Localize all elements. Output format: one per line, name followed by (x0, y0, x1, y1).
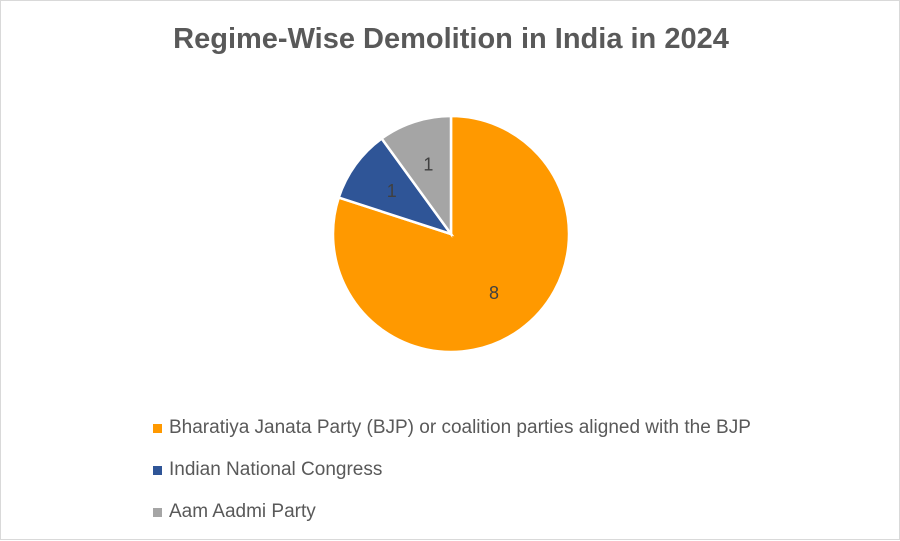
data-label-bjp: 8 (489, 283, 499, 303)
legend-label-bjp: Bharatiya Janata Party (BJP) or coalitio… (169, 417, 751, 438)
legend-item-aap: Aam Aadmi Party (153, 491, 751, 533)
legend: Bharatiya Janata Party (BJP) or coalitio… (153, 407, 751, 533)
pie-slices (331, 114, 571, 354)
legend-swatch-bjp (153, 423, 162, 433)
chart-title: Regime-Wise Demolition in India in 2024 (173, 23, 729, 55)
legend-label-aap: Aam Aadmi Party (169, 501, 316, 522)
data-label-inc: 1 (387, 181, 397, 201)
legend-item-bjp: Bharatiya Janata Party (BJP) or coalitio… (153, 407, 751, 449)
legend-item-inc: Indian National Congress (153, 449, 751, 491)
pie-slice-aap (379, 114, 453, 238)
pie-data-labels: 8 1 1 (387, 154, 499, 303)
data-label-aap: 1 (423, 154, 433, 174)
pie-slice-inc (337, 136, 455, 237)
legend-swatch-aap (153, 507, 162, 517)
legend-label-inc: Indian National Congress (169, 459, 383, 480)
pie-slice-bjp (331, 114, 571, 354)
legend-swatch-inc (153, 465, 162, 475)
